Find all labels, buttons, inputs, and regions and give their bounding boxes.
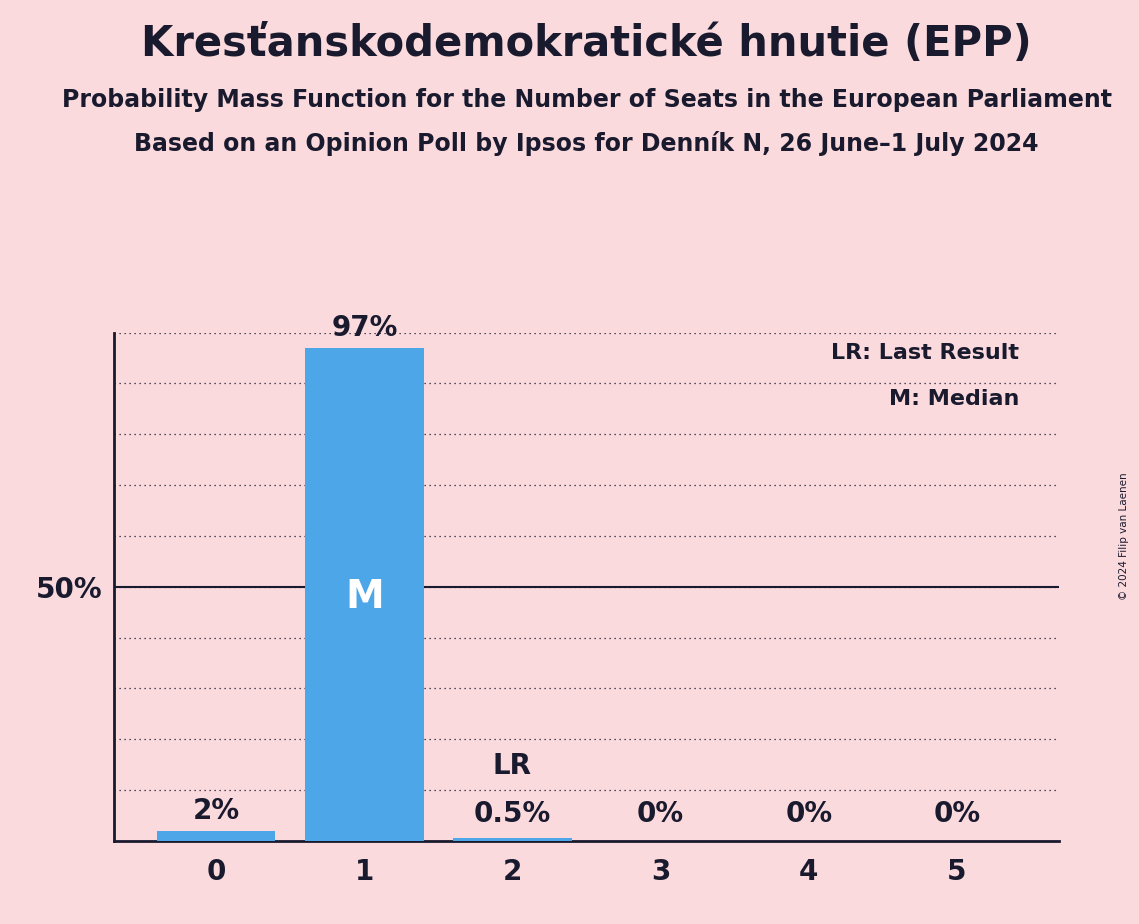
Text: 97%: 97% [331,314,398,342]
Bar [305,347,424,841]
Text: 2%: 2% [192,796,239,824]
Text: Kresťanskodemokratické hnutie (EPP): Kresťanskodemokratické hnutie (EPP) [141,23,1032,65]
Text: 0%: 0% [785,800,833,828]
Text: 0%: 0% [934,800,981,828]
Text: 0.5%: 0.5% [474,800,551,828]
Text: M: M [345,578,384,616]
Bar [453,838,572,841]
Bar [157,831,276,841]
Text: LR: LR [493,752,532,780]
Text: LR: Last Result: LR: Last Result [831,343,1019,363]
Text: © 2024 Filip van Laenen: © 2024 Filip van Laenen [1120,472,1129,600]
Text: M: Median: M: Median [888,388,1019,408]
Text: Based on an Opinion Poll by Ipsos for Denník N, 26 June–1 July 2024: Based on an Opinion Poll by Ipsos for De… [134,131,1039,156]
Text: 0%: 0% [637,800,685,828]
Text: Probability Mass Function for the Number of Seats in the European Parliament: Probability Mass Function for the Number… [62,88,1112,112]
